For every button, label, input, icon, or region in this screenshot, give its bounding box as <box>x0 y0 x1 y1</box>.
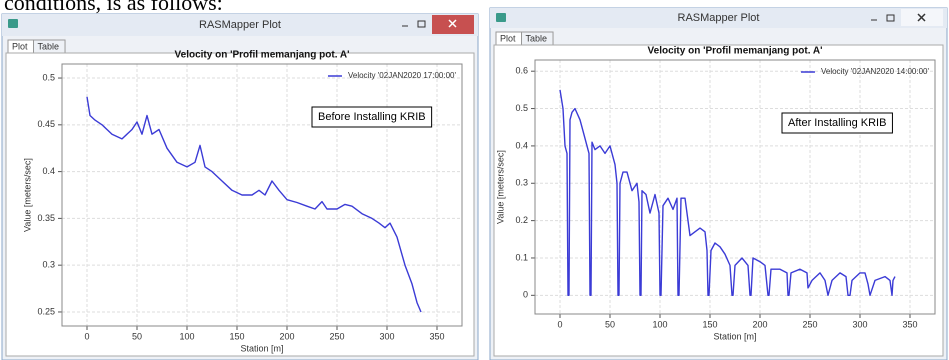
y-tick-label: 0.35 <box>37 213 55 223</box>
x-tick-label: 50 <box>132 331 142 341</box>
window: RASMapper Plot Plot Table Velocity on 'Prof… <box>1 13 479 360</box>
annotation-box <box>781 112 893 134</box>
tab-label[interactable]: Plot <box>500 33 516 43</box>
y-tick-label: 0.6 <box>515 66 528 76</box>
x-tick-label: 150 <box>229 331 244 341</box>
chart-title: Velocity on 'Profil memanjang pot. A' <box>175 50 350 61</box>
title-bar <box>490 8 947 28</box>
x-tick-label: 300 <box>852 319 867 329</box>
y-axis-label: Value [meters/sec] <box>22 158 32 232</box>
maximize-button[interactable] <box>886 14 895 22</box>
plot-panel <box>493 44 944 357</box>
plot-area <box>534 59 936 315</box>
document-text: conditions, is as follows: <box>4 0 223 15</box>
x-tick-label: 350 <box>429 331 444 341</box>
tab-label[interactable]: Plot <box>12 41 28 51</box>
x-tick-label: 250 <box>329 331 344 341</box>
y-tick-label: 0.4 <box>42 166 55 176</box>
x-tick-label: 300 <box>379 331 394 341</box>
tab-label[interactable]: Table <box>526 33 548 43</box>
app-icon <box>8 19 18 28</box>
chart-title: Velocity on 'Profil memanjang pot. A' <box>648 46 823 57</box>
y-tick-label: 0.45 <box>37 119 55 129</box>
window-title: RASMapper Plot <box>199 19 281 31</box>
series-line <box>86 96 422 313</box>
x-tick-label: 0 <box>557 319 562 329</box>
y-tick-label: 0.1 <box>515 252 528 262</box>
app-icon <box>496 13 506 22</box>
y-tick-label: 0.5 <box>42 72 55 82</box>
y-tick-label: 0.4 <box>515 140 528 150</box>
x-tick-label: 200 <box>279 331 294 341</box>
x-tick-label: 50 <box>605 319 615 329</box>
x-tick-label: 100 <box>652 319 667 329</box>
y-tick-label: 0.3 <box>42 260 55 270</box>
annotation: Before Installing KRIB <box>318 111 426 123</box>
y-tick-label: 0.25 <box>37 306 55 316</box>
y-tick-label: 0.2 <box>515 215 528 225</box>
plot-area <box>61 63 463 327</box>
y-tick-label: 0.5 <box>515 103 528 113</box>
maximize-button[interactable] <box>417 20 426 28</box>
y-axis-label: Value [meters/sec] <box>495 150 505 224</box>
close-glyph <box>448 19 457 28</box>
x-axis-label: Station [m] <box>713 331 756 341</box>
x-tick-label: 200 <box>752 319 767 329</box>
tab-label[interactable]: Table <box>38 41 60 51</box>
window-title: RASMapper Plot <box>678 12 760 24</box>
x-tick-label: 0 <box>84 331 89 341</box>
series-line <box>559 89 896 296</box>
annotation-box <box>311 106 433 128</box>
annotation: After Installing KRIB <box>788 117 886 129</box>
x-axis-label: Station [m] <box>240 343 283 353</box>
window: RASMapper Plot Plot Table Velocity on 'Prof… <box>489 7 948 360</box>
legend-label: Velocity '02JAN2020 14:00:00' <box>821 67 929 76</box>
close-glyph <box>917 13 926 22</box>
x-tick-label: 350 <box>902 319 917 329</box>
y-tick-label: 0 <box>523 290 528 300</box>
legend-label: Velocity '02JAN2020 17:00:00' <box>348 71 456 80</box>
x-tick-label: 150 <box>702 319 717 329</box>
plot-panel <box>5 52 475 357</box>
x-tick-label: 250 <box>802 319 817 329</box>
x-tick-label: 100 <box>179 331 194 341</box>
title-bar <box>2 14 478 36</box>
y-tick-label: 0.3 <box>515 178 528 188</box>
